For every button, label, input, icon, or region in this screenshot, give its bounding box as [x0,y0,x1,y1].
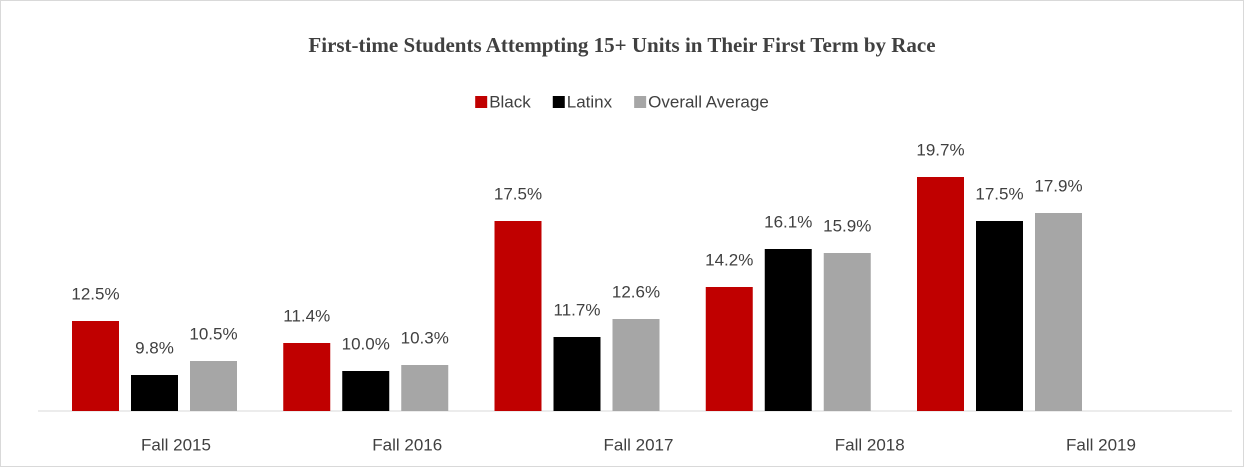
x-tick-label: Fall 2017 [604,435,674,454]
data-label: 19.7% [916,140,964,159]
legend-label: Latinx [567,92,613,111]
data-label: 17.5% [494,184,542,203]
data-label: 12.5% [71,284,119,303]
data-label: 10.0% [342,334,390,353]
legend-swatch [552,96,565,108]
bar [190,361,237,411]
bar [131,375,178,411]
bar [494,221,542,411]
bar [283,343,331,411]
data-label: 9.8% [135,338,174,357]
data-label: 12.6% [612,282,660,301]
bar [342,371,390,411]
bar [72,321,119,411]
bar [823,253,871,411]
bar [1035,213,1082,411]
bar [917,177,964,411]
x-tick-label: Fall 2018 [835,435,905,454]
data-label: 10.3% [401,328,449,347]
data-label: 10.5% [189,324,237,343]
bar [612,319,660,411]
bar [764,249,812,411]
data-label: 14.2% [705,250,753,269]
bar [705,287,753,411]
legend-label: Overall Average [648,92,769,111]
legend-swatch [634,96,647,108]
data-label: 16.1% [764,212,812,231]
data-label: 11.7% [554,300,601,319]
data-label: 11.4% [283,306,330,325]
x-tick-label: Fall 2019 [1066,435,1136,454]
bar [553,337,601,411]
bar [401,365,449,411]
bar [976,221,1023,411]
x-tick-label: Fall 2016 [372,435,442,454]
x-tick-label: Fall 2015 [141,435,211,454]
data-label: 15.9% [823,216,871,235]
data-label: 17.5% [975,184,1023,203]
data-label: 17.9% [1034,176,1082,195]
legend-swatch [475,96,488,108]
legend-label: Black [489,92,531,111]
chart-title: First-time Students Attempting 15+ Units… [308,33,935,57]
